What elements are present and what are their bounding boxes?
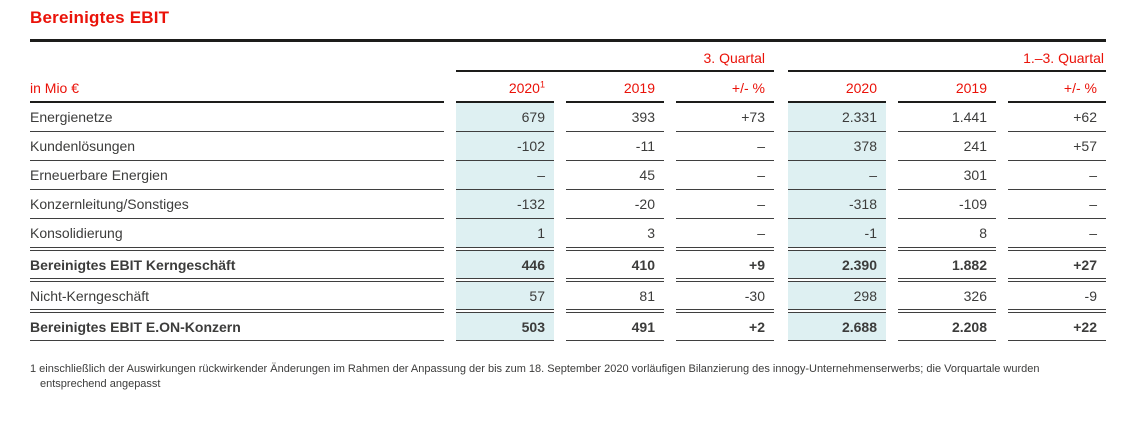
col-header-text: 2019 — [955, 80, 987, 96]
row-value: 57 — [456, 281, 554, 310]
row-value: 491 — [566, 312, 664, 341]
row-value: -11 — [566, 132, 664, 161]
unit-label: in Mio € — [30, 80, 444, 103]
table-row: Energienetze 679 393 +73 2.331 1.441 +62 — [30, 103, 1106, 132]
row-value: – — [1008, 219, 1106, 248]
row-value: +27 — [1008, 250, 1106, 279]
row-value: 326 — [898, 281, 996, 310]
row-label: Nicht-Kerngeschäft — [30, 281, 444, 310]
col-header-2020-9m: 2020 — [788, 80, 886, 103]
report-page: Bereinigtes EBIT 3. Quartal 1.–3. Quarta… — [30, 8, 1106, 392]
row-value: – — [676, 161, 774, 190]
row-value: -318 — [788, 190, 886, 219]
row-label: Konsolidierung — [30, 219, 444, 248]
row-value: 301 — [898, 161, 996, 190]
row-value: 241 — [898, 132, 996, 161]
footnote: 1 einschließlich der Auswirkungen rückwi… — [30, 363, 1040, 390]
row-value: -1 — [788, 219, 886, 248]
row-value: +62 — [1008, 103, 1106, 132]
row-label: Kundenlösungen — [30, 132, 444, 161]
footnote-marker: 1 — [539, 79, 545, 90]
table-row: Konzernleitung/Sonstiges -132 -20 – -318… — [30, 190, 1106, 219]
row-value: – — [676, 190, 774, 219]
row-value: 45 — [566, 161, 664, 190]
row-value: – — [788, 161, 886, 190]
table-row: Erneuerbare Energien – 45 – – 301 – — [30, 161, 1106, 190]
row-label: Bereinigtes EBIT E.ON-Konzern — [30, 312, 444, 341]
column-header-row: in Mio € 20201 2019 +/- % 2020 2019 +/- … — [30, 72, 1106, 103]
row-value: – — [1008, 190, 1106, 219]
group-label-9m: 1.–3. Quartal — [788, 50, 1106, 72]
col-header-text: 2019 — [623, 80, 655, 96]
col-header-text: +/- % — [1063, 80, 1097, 96]
row-value: 393 — [566, 103, 664, 132]
table-row: Bereinigtes EBIT E.ON-Konzern 503 491 +2… — [30, 312, 1106, 341]
col-header-text: 2020 — [845, 80, 877, 96]
row-value: -20 — [566, 190, 664, 219]
row-value: 410 — [566, 250, 664, 279]
row-value: 81 — [566, 281, 664, 310]
col-header-change-9m: +/- % — [1008, 80, 1106, 103]
table-row: Nicht-Kerngeschäft 57 81 -30 298 326 -9 — [30, 281, 1106, 310]
row-value: +9 — [676, 250, 774, 279]
col-header-2020-q3: 20201 — [456, 80, 554, 103]
row-value: -30 — [676, 281, 774, 310]
col-header-text: 2020 — [508, 80, 540, 96]
row-value: +2 — [676, 312, 774, 341]
row-label: Konzernleitung/Sonstiges — [30, 190, 444, 219]
row-value: 2.688 — [788, 312, 886, 341]
row-value: 378 — [788, 132, 886, 161]
row-value: 8 — [898, 219, 996, 248]
row-value: -132 — [456, 190, 554, 219]
row-value: – — [456, 161, 554, 190]
row-value: 2.390 — [788, 250, 886, 279]
group-header-row: 3. Quartal 1.–3. Quartal — [30, 42, 1106, 72]
row-value: 298 — [788, 281, 886, 310]
col-header-change-q3: +/- % — [676, 80, 774, 103]
row-label: Erneuerbare Energien — [30, 161, 444, 190]
table-row: Kundenlösungen -102 -11 – 378 241 +57 — [30, 132, 1106, 161]
row-label: Bereinigtes EBIT Kerngeschäft — [30, 250, 444, 279]
row-value: 1.441 — [898, 103, 996, 132]
title-rule — [30, 39, 1106, 42]
row-value: -109 — [898, 190, 996, 219]
page-title: Bereinigtes EBIT — [30, 8, 170, 27]
row-value: 2.208 — [898, 312, 996, 341]
row-value: 1.882 — [898, 250, 996, 279]
table-row: Konsolidierung 1 3 – -1 8 – — [30, 219, 1106, 248]
row-value: 1 — [456, 219, 554, 248]
ebit-table: 3. Quartal 1.–3. Quartal in Mio € 20201 … — [30, 42, 1106, 341]
row-value: 679 — [456, 103, 554, 132]
row-value: – — [1008, 161, 1106, 190]
table-body: Energienetze 679 393 +73 2.331 1.441 +62… — [30, 103, 1106, 341]
table-row: Bereinigtes EBIT Kerngeschäft 446 410 +9… — [30, 250, 1106, 279]
row-value: 2.331 — [788, 103, 886, 132]
row-value: -102 — [456, 132, 554, 161]
row-value: 3 — [566, 219, 664, 248]
col-header-text: +/- % — [731, 80, 765, 96]
row-value: – — [676, 219, 774, 248]
row-value: 446 — [456, 250, 554, 279]
row-value: -9 — [1008, 281, 1106, 310]
group-label-q3: 3. Quartal — [456, 50, 774, 72]
col-header-2019-q3: 2019 — [566, 80, 664, 103]
row-value: +73 — [676, 103, 774, 132]
row-value: 503 — [456, 312, 554, 341]
col-header-2019-9m: 2019 — [898, 80, 996, 103]
row-label: Energienetze — [30, 103, 444, 132]
row-value: +22 — [1008, 312, 1106, 341]
row-value: +57 — [1008, 132, 1106, 161]
row-value: – — [676, 132, 774, 161]
